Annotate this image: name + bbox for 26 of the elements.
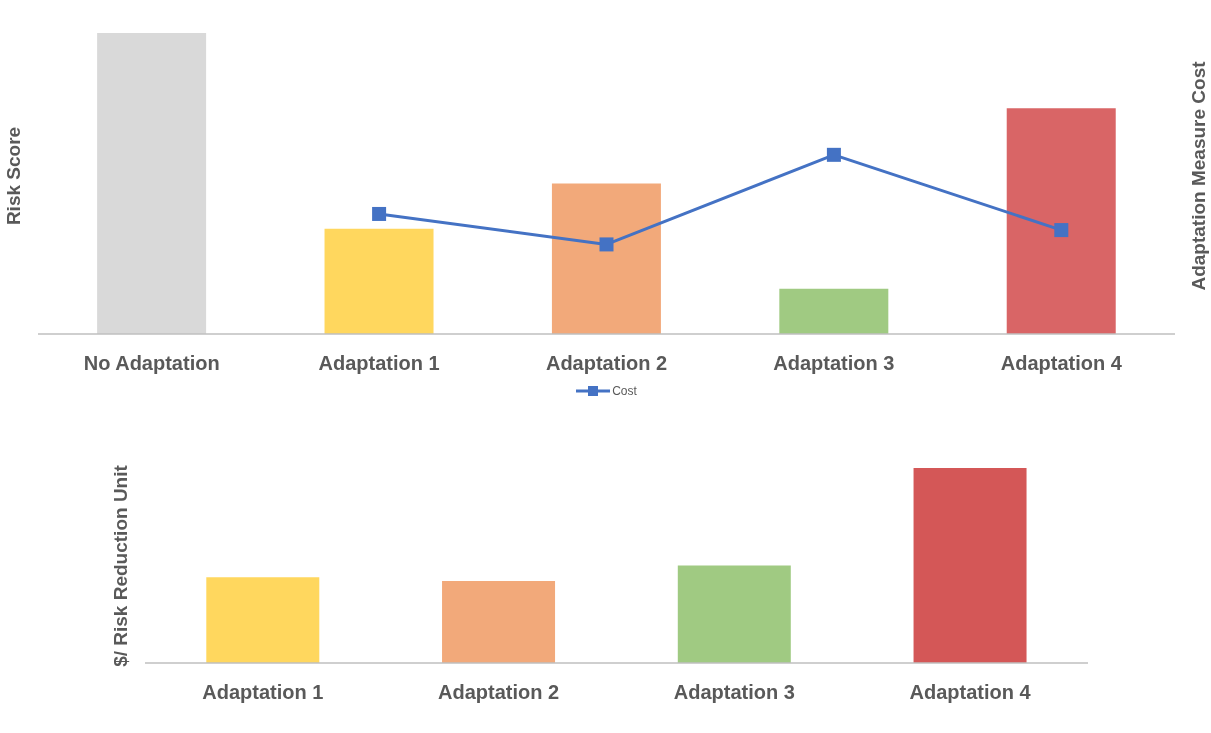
point [1054, 223, 1069, 238]
bar [97, 33, 207, 334]
y-axis-title: $/ Risk Reduction Unit [110, 464, 132, 667]
x-tick-label: Adaptation 2 [438, 681, 560, 704]
x-tick-label: Adaptation 4 [909, 681, 1032, 704]
x-tick-label: Adaptation 3 [673, 681, 795, 704]
point [372, 206, 387, 221]
bar [779, 288, 889, 334]
y2-axis-title: Adaptation Measure Cost [1188, 60, 1210, 291]
bar [913, 468, 1027, 663]
bar [551, 183, 661, 334]
x-tick-label: Adaptation 3 [773, 352, 895, 375]
bar [324, 228, 434, 334]
legend-label: Cost [612, 384, 637, 398]
bar [206, 577, 320, 663]
bar [677, 565, 791, 663]
x-tick-label: Adaptation 4 [1000, 352, 1123, 375]
x-tick-label: No Adaptation [83, 352, 220, 375]
bar [1006, 108, 1116, 334]
point [826, 147, 841, 162]
y-axis-title: Risk Score [3, 126, 25, 225]
point [599, 237, 614, 252]
bar [442, 581, 556, 663]
x-tick-label: Adaptation 2 [545, 352, 668, 375]
x-tick-label: Adaptation 1 [202, 681, 324, 704]
x-tick-label: Adaptation 1 [318, 352, 440, 375]
